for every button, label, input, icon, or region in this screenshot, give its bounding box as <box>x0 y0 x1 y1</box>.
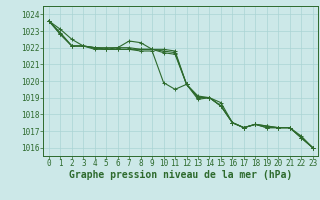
X-axis label: Graphe pression niveau de la mer (hPa): Graphe pression niveau de la mer (hPa) <box>69 170 292 180</box>
